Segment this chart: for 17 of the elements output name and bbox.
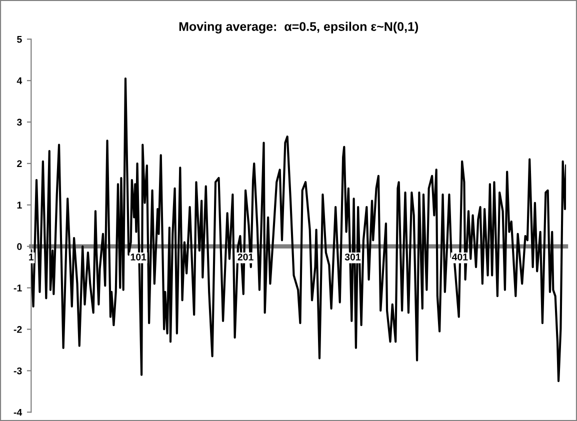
y-tick-label: 5 [17,36,22,43]
y-tick-label: -4 [14,408,22,416]
chart-title: Moving average: α=0.5, epsilon ε~N(0,1) [179,22,418,34]
y-tick-label: 4 [16,77,22,84]
x-tick-label: 301 [344,254,361,260]
x-tick-label: 201 [238,254,254,260]
y-tick-label: 2 [17,160,22,168]
y-tick-label: 1 [17,202,22,208]
line-series [31,77,566,382]
y-tick-label: -2 [14,326,22,333]
y-tick-label: -1 [14,284,22,292]
y-tick-label: 3 [16,118,22,126]
x-tick-label: 101 [130,254,146,260]
x-tick-label: 401 [452,254,468,260]
x-tick-label: 1 [29,254,34,260]
y-tick-label: -3 [14,367,22,374]
y-tick-label: 0 [17,243,22,250]
